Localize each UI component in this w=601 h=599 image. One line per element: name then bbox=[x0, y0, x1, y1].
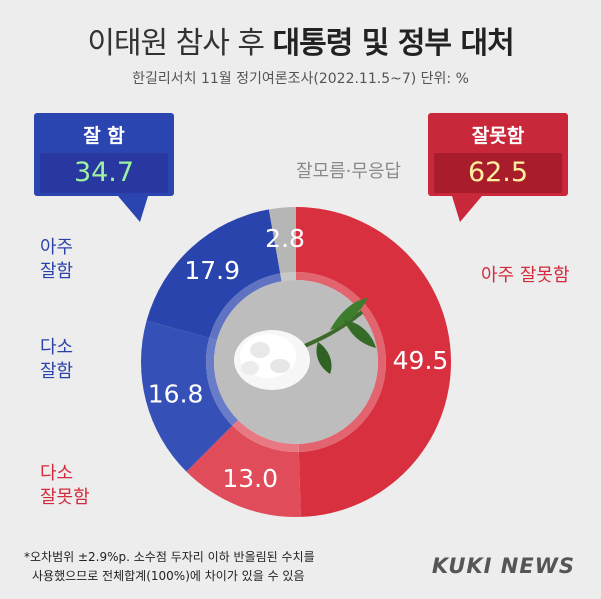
data-label-slice-3: 17.9 bbox=[184, 256, 240, 285]
title-bold: 대통령 및 정부 대처 bbox=[272, 26, 515, 61]
category-somewhat-bad: 다소 잘못함 bbox=[40, 462, 90, 510]
category-very-good-line2: 잘함 bbox=[40, 261, 74, 282]
kuki-news-logo: KUKI NEWS bbox=[431, 554, 575, 578]
data-label-slice-0: 49.5 bbox=[393, 346, 449, 375]
pie-inner-slice-1 bbox=[232, 419, 299, 453]
footnote: *오차범위 ±2.9%p. 소수점 두자리 이하 반올림된 수치를 사용했으므로… bbox=[24, 548, 315, 586]
data-label-slice-1: 13.0 bbox=[222, 464, 278, 493]
category-very-bad: 아주 잘못함 bbox=[481, 265, 570, 286]
category-very-good-line1: 아주 bbox=[40, 237, 74, 258]
pie-inner-slice-2 bbox=[205, 337, 239, 426]
pie-inner-slice-3 bbox=[209, 273, 282, 341]
category-somewhat-good: 다소 잘함 bbox=[40, 336, 73, 384]
good-summary-box: 잘 함 34.7 bbox=[34, 113, 174, 196]
bad-callout-pointer bbox=[452, 196, 482, 222]
category-dont-know: 잘모름·무응답 bbox=[296, 161, 402, 182]
pie-slice-1 bbox=[186, 425, 301, 517]
category-somewhat-good-line2: 잘함 bbox=[40, 361, 74, 382]
pie-slice-4 bbox=[268, 207, 296, 274]
good-callout-pointer bbox=[118, 196, 148, 222]
good-label: 잘 함 bbox=[83, 125, 125, 147]
pie-inner-slice-4 bbox=[280, 272, 296, 282]
pie-slice-0 bbox=[296, 207, 452, 517]
bad-summary-box: 잘못함 62.5 bbox=[428, 113, 568, 196]
data-label-slice-4: 2.8 bbox=[265, 224, 305, 253]
category-somewhat-bad-line2: 잘못함 bbox=[40, 487, 90, 508]
category-somewhat-bad-line1: 다소 bbox=[40, 463, 74, 484]
footnote-line2: 사용했으므로 전체합계(100%)에 차이가 있을 수 있음 bbox=[32, 569, 305, 583]
footnote-line1: *오차범위 ±2.9%p. 소수점 두자리 이하 반올림된 수치를 bbox=[24, 550, 315, 564]
bad-value: 62.5 bbox=[434, 153, 562, 193]
title-plain: 이태원 참사 후 bbox=[87, 26, 273, 61]
category-somewhat-good-line1: 다소 bbox=[40, 337, 74, 358]
data-label-slice-2: 16.8 bbox=[148, 380, 204, 409]
category-very-good: 아주 잘함 bbox=[40, 236, 73, 284]
pie-slice-2 bbox=[140, 320, 233, 472]
good-value: 34.7 bbox=[40, 153, 168, 193]
pie-slice-3 bbox=[146, 209, 281, 338]
subtitle: 한길리서치 11월 정기여론조사(2022.11.5~7) 단위: % bbox=[132, 71, 469, 87]
chrysanthemum-image bbox=[234, 298, 376, 390]
bad-label: 잘못함 bbox=[471, 125, 525, 147]
page-title: 이태원 참사 후 대통령 및 정부 대처 bbox=[0, 18, 601, 62]
